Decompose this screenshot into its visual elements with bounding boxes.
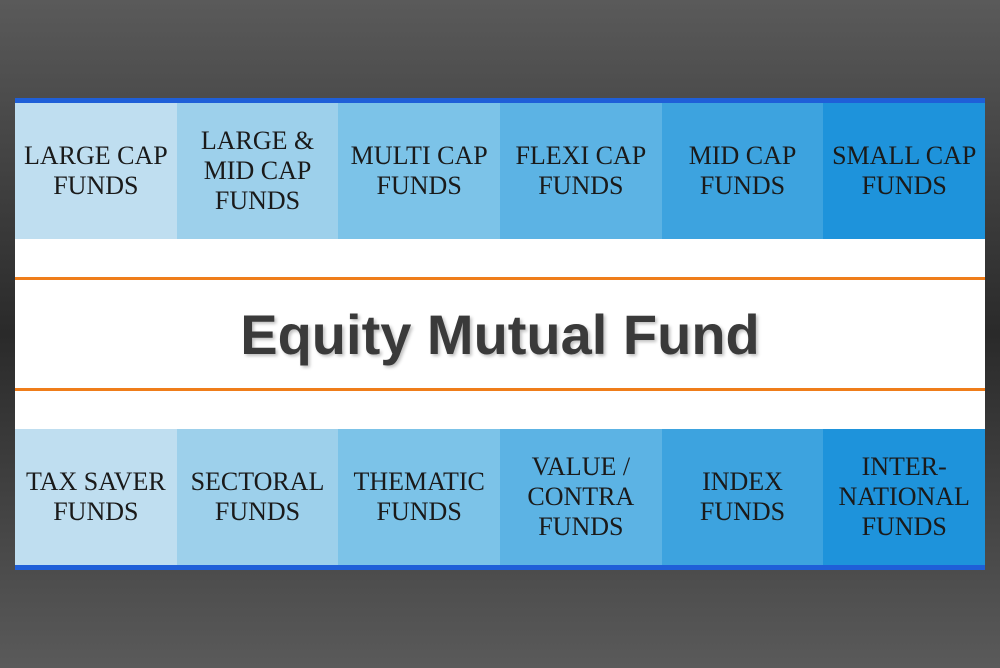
bottom-cell-3: VALUE / CONTRA FUNDS: [500, 429, 662, 565]
gap-upper: [15, 239, 985, 277]
bottom-cell-0: TAX SAVER FUNDS: [15, 429, 177, 565]
title-text: Equity Mutual Fund: [240, 302, 759, 367]
top-cell-0: LARGE CAP FUNDS: [15, 103, 177, 239]
bottom-row: TAX SAVER FUNDSSECTORAL FUNDSTHEMATIC FU…: [15, 429, 985, 565]
title-band: Equity Mutual Fund: [15, 280, 985, 388]
top-cell-2: MULTI CAP FUNDS: [338, 103, 500, 239]
top-row: LARGE CAP FUNDSLARGE & MID CAP FUNDSMULT…: [15, 103, 985, 239]
bottom-cell-2: THEMATIC FUNDS: [338, 429, 500, 565]
bottom-cell-5: INTER-NATIONAL FUNDS: [823, 429, 985, 565]
top-cell-4: MID CAP FUNDS: [662, 103, 824, 239]
top-cell-5: SMALL CAP FUNDS: [823, 103, 985, 239]
gap-lower: [15, 391, 985, 429]
bottom-row-border: [15, 565, 985, 570]
bottom-cell-1: SECTORAL FUNDS: [177, 429, 339, 565]
top-cell-1: LARGE & MID CAP FUNDS: [177, 103, 339, 239]
bottom-cell-4: INDEX FUNDS: [662, 429, 824, 565]
top-cell-3: FLEXI CAP FUNDS: [500, 103, 662, 239]
infographic-container: LARGE CAP FUNDSLARGE & MID CAP FUNDSMULT…: [15, 98, 985, 570]
